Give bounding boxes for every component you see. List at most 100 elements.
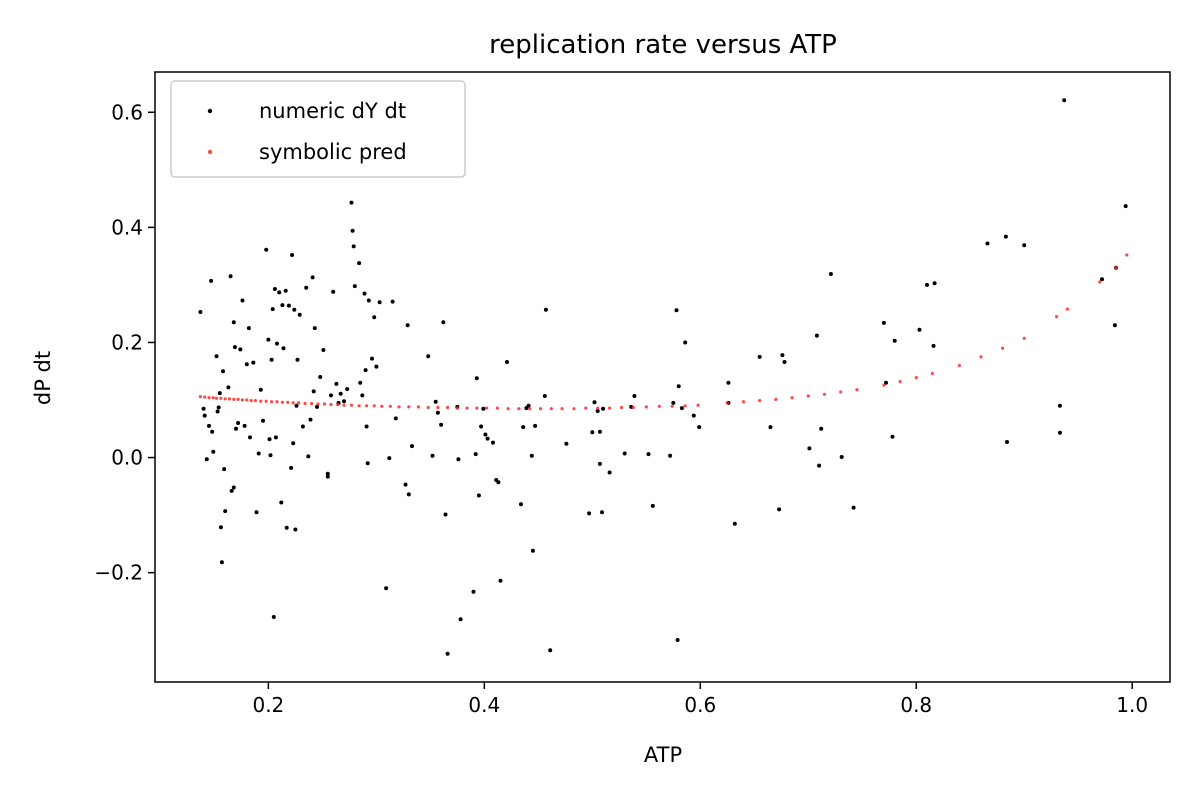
numeric-point-36 — [264, 247, 269, 252]
numeric-point-5 — [209, 278, 214, 283]
numeric-point-32 — [254, 510, 259, 515]
pred-point-71 — [855, 388, 859, 392]
x-axis-label: ATP — [644, 743, 682, 767]
numeric-point-87 — [362, 291, 367, 296]
numeric-point-80 — [349, 200, 354, 205]
numeric-point-143 — [597, 429, 602, 434]
numeric-point-190 — [1057, 403, 1062, 408]
numeric-point-35 — [261, 418, 265, 423]
numeric-point-121 — [483, 432, 488, 437]
numeric-point-57 — [293, 527, 298, 532]
numeric-point-51 — [284, 525, 289, 530]
numeric-point-147 — [607, 470, 612, 475]
plot-frame — [154, 71, 1171, 683]
numeric-point-18 — [228, 274, 233, 279]
numeric-point-129 — [521, 425, 526, 430]
numeric-point-72 — [325, 474, 330, 479]
numeric-point-79 — [345, 387, 350, 392]
numeric-point-83 — [352, 284, 357, 289]
pred-point-31 — [365, 404, 369, 408]
numeric-point-55 — [291, 441, 296, 446]
numeric-point-78 — [342, 399, 346, 404]
numeric-point-152 — [650, 503, 655, 508]
numeric-point-82 — [351, 244, 356, 249]
pred-point-72 — [882, 383, 886, 387]
pred-point-50 — [549, 407, 553, 411]
numeric-point-69 — [318, 375, 323, 379]
numeric-point-162 — [726, 380, 731, 385]
numeric-point-20 — [231, 485, 236, 490]
numeric-point-179 — [890, 434, 895, 439]
numeric-point-52 — [286, 303, 291, 308]
numeric-point-65 — [310, 275, 315, 280]
pred-point-6 — [223, 397, 227, 401]
numeric-point-105 — [430, 453, 435, 458]
numeric-point-33 — [256, 451, 261, 456]
numeric-point-29 — [246, 326, 251, 331]
numeric-point-104 — [426, 354, 431, 359]
numeric-point-62 — [304, 285, 309, 290]
y-tick-label: 0.0 — [111, 446, 143, 470]
pred-point-26 — [329, 403, 333, 407]
numeric-point-137 — [548, 648, 553, 653]
pred-point-39 — [436, 405, 440, 410]
numeric-point-66 — [311, 389, 316, 394]
numeric-point-181 — [917, 327, 922, 332]
y-tick-label: 0.2 — [111, 330, 143, 354]
numeric-point-63 — [306, 454, 311, 459]
numeric-point-145 — [600, 510, 604, 515]
numeric-point-58 — [294, 403, 299, 408]
pred-point-28 — [342, 403, 346, 407]
numeric-point-13 — [219, 560, 224, 565]
pred-point-12 — [249, 399, 253, 403]
numeric-point-110 — [443, 512, 448, 517]
legend-box — [170, 80, 466, 178]
numeric-point-43 — [272, 287, 277, 291]
pred-point-32 — [372, 404, 376, 408]
pred-point-9 — [236, 397, 240, 401]
pred-point-4 — [214, 396, 219, 400]
numeric-point-91 — [366, 298, 371, 303]
numeric-point-47 — [279, 500, 284, 505]
numeric-point-170 — [807, 446, 812, 451]
pred-point-13 — [253, 399, 257, 403]
numeric-point-68 — [315, 404, 319, 409]
pred-point-84 — [1125, 253, 1129, 257]
numeric-point-193 — [1112, 323, 1117, 328]
numeric-point-31 — [251, 360, 256, 365]
numeric-point-97 — [387, 456, 392, 461]
pred-point-22 — [303, 401, 307, 406]
numeric-point-8 — [214, 354, 219, 359]
numeric-point-39 — [268, 453, 273, 458]
numeric-point-102 — [406, 492, 411, 497]
numeric-point-12 — [218, 525, 223, 530]
pred-point-27 — [335, 403, 340, 407]
numeric-point-48 — [280, 303, 285, 308]
numeric-point-166 — [768, 425, 773, 430]
numeric-point-146 — [601, 406, 606, 411]
numeric-point-151 — [646, 452, 651, 457]
pred-point-10 — [240, 398, 245, 402]
numeric-point-178 — [884, 380, 888, 385]
pred-point-46 — [506, 407, 510, 411]
numeric-point-123 — [491, 440, 495, 445]
numeric-point-122 — [485, 436, 490, 441]
pred-point-8 — [232, 397, 236, 401]
numeric-point-34 — [258, 387, 263, 392]
numeric-point-14 — [221, 369, 225, 374]
x-tick-label: 1.0 — [1116, 693, 1148, 717]
numeric-point-42 — [271, 615, 276, 619]
numeric-point-187 — [1005, 440, 1009, 444]
pred-point-77 — [979, 355, 983, 359]
legend-marker-numeric — [207, 108, 213, 114]
pred-point-20 — [291, 401, 295, 405]
numeric-point-94 — [374, 364, 379, 369]
numeric-point-15 — [222, 467, 227, 472]
numeric-point-56 — [292, 307, 297, 312]
pred-point-83 — [1114, 266, 1118, 270]
numeric-point-140 — [590, 430, 595, 435]
pred-point-16 — [270, 400, 274, 404]
numeric-point-90 — [365, 461, 370, 466]
x-tick-label: 0.8 — [900, 693, 932, 717]
numeric-point-96 — [384, 586, 389, 591]
